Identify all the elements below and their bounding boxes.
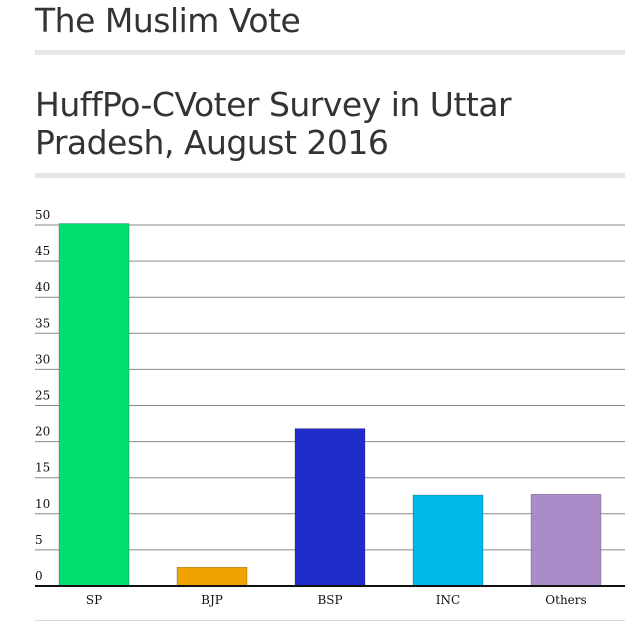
y-tick-label: 0 — [35, 569, 43, 583]
y-tick-label: 20 — [35, 425, 50, 439]
y-tick-label: 40 — [35, 280, 50, 294]
x-tick-label: INC — [436, 593, 460, 607]
bar-others — [530, 494, 602, 587]
bottom-divider — [35, 620, 625, 621]
heading-divider — [35, 173, 625, 178]
bar-chart: 0 5 10 15 20 25 30 35 40 45 50 SP BJP BSP INC Others — [35, 208, 625, 607]
title-divider — [35, 50, 625, 55]
page-title: The Muslim Vote — [35, 1, 301, 40]
y-tick-label: 15 — [35, 461, 50, 475]
x-tick-label: Others — [545, 593, 586, 607]
x-tick-label: BJP — [201, 593, 223, 607]
bars — [58, 223, 602, 587]
y-tick-label: 10 — [35, 497, 50, 511]
bar-bsp — [294, 428, 366, 587]
bar-inc — [412, 494, 484, 587]
bar-sp — [58, 223, 130, 587]
y-tick-label: 30 — [35, 352, 50, 366]
chart-heading: HuffPo-CVoter Survey in Uttar Pradesh, A… — [35, 85, 512, 162]
bar-bjp — [176, 566, 248, 587]
x-tick-label: BSP — [317, 593, 342, 607]
y-axis-ticks: 0 5 10 15 20 25 30 35 40 45 50 — [35, 208, 50, 583]
y-tick-label: 35 — [35, 316, 50, 330]
y-tick-label: 45 — [35, 244, 50, 258]
y-tick-label: 5 — [35, 533, 43, 547]
x-tick-label: SP — [86, 593, 102, 607]
y-tick-label: 25 — [35, 389, 50, 403]
y-tick-label: 50 — [35, 208, 50, 222]
gridlines — [35, 224, 625, 551]
x-axis-labels: SP BJP BSP INC Others — [86, 593, 587, 607]
